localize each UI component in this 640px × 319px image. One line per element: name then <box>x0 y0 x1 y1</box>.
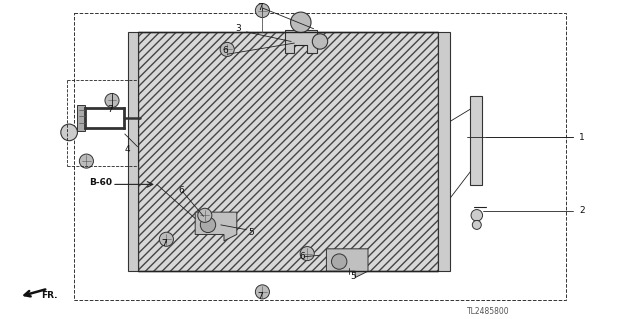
Text: 6: 6 <box>300 252 305 261</box>
Text: 5: 5 <box>248 228 254 237</box>
Text: 4: 4 <box>125 145 131 154</box>
Text: 3: 3 <box>236 24 241 33</box>
Circle shape <box>198 208 212 222</box>
Text: 6: 6 <box>223 46 228 55</box>
Text: 7: 7 <box>257 292 263 300</box>
Text: 7: 7 <box>108 105 113 114</box>
Text: B-60: B-60 <box>90 178 113 187</box>
Circle shape <box>61 124 77 141</box>
Bar <box>470 96 482 185</box>
Text: TL2485800: TL2485800 <box>467 307 510 315</box>
Bar <box>127 32 138 271</box>
Circle shape <box>79 154 93 168</box>
Circle shape <box>105 93 119 108</box>
Circle shape <box>300 247 314 261</box>
Bar <box>438 32 451 271</box>
Circle shape <box>471 210 483 221</box>
Text: 7: 7 <box>257 3 263 12</box>
Circle shape <box>472 220 481 229</box>
Circle shape <box>255 285 269 299</box>
Text: 7: 7 <box>161 239 167 248</box>
Circle shape <box>312 34 328 49</box>
Text: 2: 2 <box>579 206 585 215</box>
Bar <box>74 13 566 300</box>
Bar <box>77 105 85 131</box>
Circle shape <box>291 12 311 33</box>
Polygon shape <box>195 212 237 241</box>
Circle shape <box>220 42 234 56</box>
Text: 6: 6 <box>178 186 184 195</box>
Circle shape <box>200 217 216 233</box>
Text: FR.: FR. <box>42 291 58 300</box>
Bar <box>138 32 438 271</box>
Circle shape <box>159 232 173 246</box>
Circle shape <box>255 4 269 18</box>
Polygon shape <box>285 30 317 53</box>
Polygon shape <box>326 249 368 278</box>
Text: 1: 1 <box>579 133 585 142</box>
Circle shape <box>332 254 347 269</box>
Text: 5: 5 <box>351 272 356 281</box>
